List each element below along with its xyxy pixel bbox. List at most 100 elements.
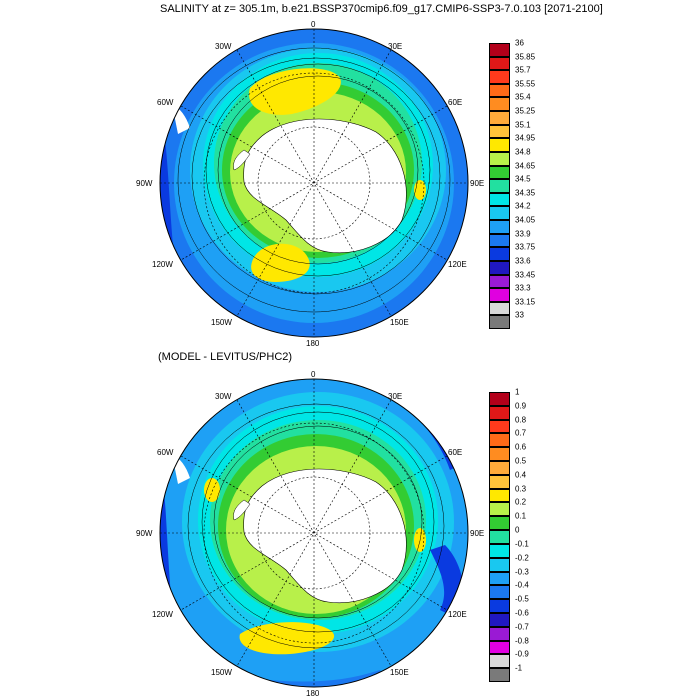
lon-label: 30W (215, 42, 232, 51)
lon-label: 120W (152, 260, 173, 269)
antarctica-landmass (243, 118, 407, 254)
ross-high-salinity (251, 243, 310, 282)
meridian-lines (160, 29, 468, 337)
colorbar-label: -0.2 (515, 553, 529, 563)
antarctic-peninsula (233, 499, 251, 521)
contour-line (191, 57, 441, 295)
colorbar-swatch (489, 405, 510, 420)
colorbar-swatch (489, 70, 510, 84)
lon-label: 180 (306, 339, 320, 348)
colorbar-swatch (489, 392, 510, 406)
colorbar-swatch (489, 461, 510, 475)
colorbar-swatch (489, 654, 510, 669)
colorbar-label: 0.2 (515, 497, 527, 507)
colorbar-label: 33.6 (515, 256, 531, 266)
colorbar-label: -0.6 (515, 608, 529, 618)
colorbar-swatch (489, 571, 510, 586)
colorbar-label: 0.7 (515, 428, 527, 438)
colorbar-swatch (489, 516, 510, 531)
colorbar-label: 0.1 (515, 511, 527, 521)
lon-label: 90E (470, 179, 485, 188)
top-map-title: SALINITY at z= 305.1m, b.e21.BSSP370cmip… (160, 3, 603, 15)
difference-colorbar: 1 0.9 0.8 0.7 0.6 0.5 0.4 0.3 0.2 0.1 0 -0.1 -0.2 -0.… (489, 388, 529, 682)
salinity-colorbar: 36 35.85 35.7 35.55 35.4 35.25 35.1 34.95 34.8 34… (489, 39, 535, 329)
contour-line (177, 47, 451, 313)
difference-polar-map (159, 378, 469, 688)
lon-label: 90W (136, 529, 153, 538)
colorbar-swatch (489, 288, 510, 302)
lon-label: 150E (390, 668, 409, 677)
lon-label: 150E (390, 318, 409, 327)
colorbar-label: 36 (515, 38, 524, 48)
colorbar-swatch (489, 474, 510, 489)
colorbar-swatch (489, 138, 510, 152)
lon-label: 180 (306, 689, 320, 698)
lon-label: 0 (311, 370, 316, 379)
colorbar-swatch (489, 56, 510, 71)
colorbar-swatch (489, 585, 510, 600)
lon-label: 0 (311, 20, 316, 29)
colorbar-label: 33.3 (515, 283, 531, 293)
salinity-polar-map (159, 28, 469, 338)
colorbar-label: 35.7 (515, 65, 531, 75)
colorbar-label: -0.5 (515, 594, 529, 604)
colorbar-label: 35.4 (515, 92, 531, 102)
weddell-high-salinity (249, 68, 341, 115)
colorbar-swatch (489, 419, 510, 434)
colorbar-label: 0.3 (515, 484, 527, 494)
colorbar-label: -0.4 (515, 580, 529, 590)
colorbar-label: 34.8 (515, 147, 531, 157)
colorbar-label: 0 (515, 525, 520, 535)
colorbar-label: 0.9 (515, 401, 527, 411)
colorbar-swatch (489, 530, 510, 544)
colorbar-label: -0.1 (515, 539, 529, 549)
colorbar-label: -0.3 (515, 567, 529, 577)
colorbar-swatch (489, 433, 510, 448)
lon-label: 90E (470, 529, 485, 538)
colorbar-swatch (489, 124, 510, 139)
lon-label: 90W (136, 179, 153, 188)
colorbar-swatch (489, 43, 510, 57)
ross-positive-anomaly (239, 622, 335, 655)
salinity-map-panel: 0 30E 60E 90E 120E 150E 180 150W 120W 90… (136, 20, 535, 348)
colorbar-swatch (489, 247, 510, 261)
bottom-map-title: (MODEL - LEVITUS/PHC2) (158, 351, 293, 363)
colorbar-label: 35.1 (515, 120, 531, 130)
lon-label: 60E (448, 448, 463, 457)
colorbar-label: 34.05 (515, 215, 536, 225)
lon-label: 120W (152, 610, 173, 619)
colorbar-swatch (489, 502, 510, 517)
colorbar-swatch (489, 315, 510, 329)
difference-map-panel: 0 30E 60E 90E 120E 150E 180 150W 120W 90… (0, 350, 700, 700)
lon-label: 30E (388, 42, 403, 51)
colorbar-label: 33.15 (515, 297, 536, 307)
antarctica-landmass (243, 468, 407, 604)
colorbar-label: 33.9 (515, 229, 531, 239)
colorbar-label: 34.35 (515, 188, 536, 198)
colorbar-label: -0.8 (515, 636, 529, 646)
colorbar-swatch (489, 111, 510, 125)
colorbar-swatch (489, 640, 510, 655)
lon-label: 60W (157, 448, 174, 457)
meridian-lines (160, 379, 468, 687)
colorbar-label: 35.25 (515, 106, 536, 116)
colorbar-label: -0.7 (515, 622, 529, 632)
colorbar-swatch (489, 151, 510, 166)
contour-line (217, 75, 419, 265)
contour-line (201, 411, 435, 633)
colorbar-label: 34.5 (515, 174, 531, 184)
map-boundary (159, 28, 469, 338)
colorbar-label: 1 (515, 387, 520, 397)
east-high-salinity (414, 180, 426, 200)
contour-line (187, 403, 445, 649)
map-boundary (159, 378, 469, 688)
colorbar-swatch (489, 179, 510, 193)
contour-line (213, 425, 423, 619)
peninsula-positive-anomaly (204, 478, 220, 502)
colorbar-swatch (489, 233, 510, 248)
colorbar-swatch (489, 599, 510, 613)
lon-label: 30W (215, 392, 232, 401)
colorbar-label: 0.5 (515, 456, 527, 466)
contour-line (205, 63, 431, 277)
colorbar-swatch (489, 543, 510, 558)
